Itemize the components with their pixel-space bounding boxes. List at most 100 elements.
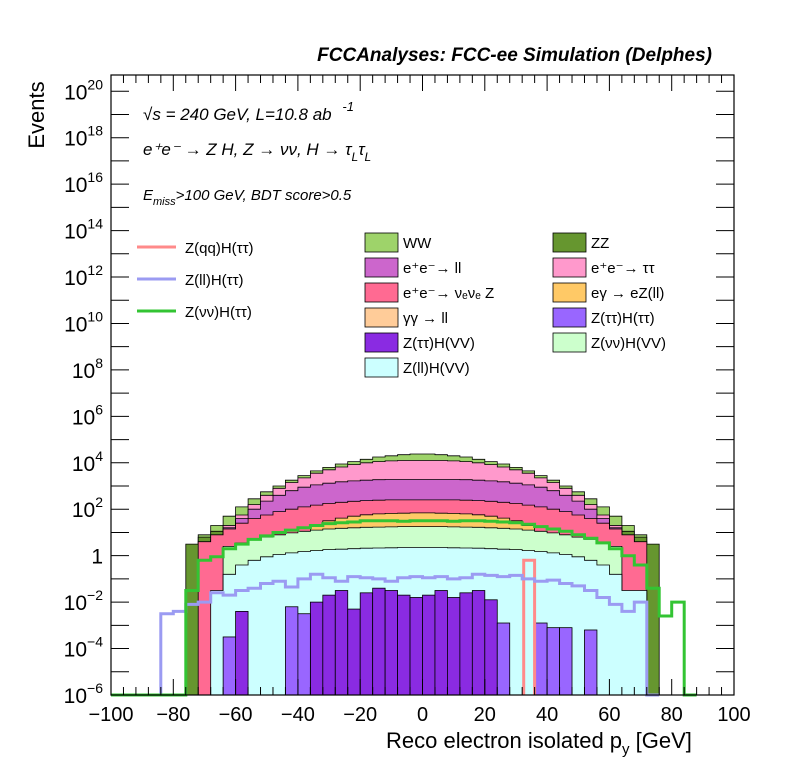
bar-z-tautau-h-tautau- — [559, 627, 573, 696]
y-tick-label: 1012 — [64, 262, 103, 290]
chart-title: FCCAnalyses: FCC-ee Simulation (Delphes) — [317, 45, 712, 66]
bar-z-tautau-h-tautau- — [584, 629, 598, 696]
bar-z-tautau-h-vv- — [384, 590, 398, 696]
bar-z-tautau-h-vv- — [309, 601, 324, 696]
y-tick-exponent: 2 — [95, 494, 103, 510]
bar-z-tautau-h-tautau- — [297, 613, 311, 696]
x-tick-label: 60 — [598, 704, 620, 726]
y-tick-exponent: 18 — [87, 123, 103, 139]
bar-z-tautau-h-vv- — [235, 611, 249, 696]
legend-label: ZZ — [591, 235, 609, 252]
legend-label: WW — [403, 235, 432, 252]
y-tick-exponent: 16 — [87, 169, 103, 185]
bar-z-tautau-h-vv- — [347, 608, 361, 696]
legend-label: eγ → eZ(ll) — [591, 285, 664, 302]
y-tick-base: 10 — [72, 360, 95, 383]
annotation-cuts-e: E — [143, 187, 154, 204]
y-tick-base: 10 — [64, 639, 87, 662]
bar-z-tautau-h-tautau- — [222, 636, 236, 696]
y-axis-label: Events — [24, 81, 49, 148]
y-tick-base: 10 — [64, 174, 87, 197]
y-tick-label: 1020 — [64, 76, 103, 104]
legend-swatch — [552, 332, 587, 353]
legend-label: Z(ττ)H(VV) — [403, 335, 475, 352]
y-tick-base: 10 — [72, 406, 95, 429]
y-tick-label: 102 — [72, 494, 103, 522]
x-tick-label: 100 — [717, 704, 750, 726]
bar-z-tautau-h-tautau- — [285, 606, 299, 696]
y-tick-exponent: −6 — [87, 680, 103, 696]
x-tick-label: −20 — [343, 704, 377, 726]
axis-ticks: −100 −80 −60 −40 −20 0 20 40 60 80 10010−610−410−2… — [64, 75, 751, 726]
bar-z-tautau-h-vv- — [409, 597, 423, 696]
y-tick-label: 10−6 — [64, 680, 104, 708]
legend-swatch — [552, 257, 587, 278]
bar-z-tautau-h-vv- — [459, 592, 473, 696]
legend-swatch — [552, 282, 587, 303]
y-tick-exponent: −4 — [87, 634, 103, 650]
legend: Z(qq)H(ττ) Z(ll)H(ττ) Z(νν)H(ττ) WW ZZ e⁺e⁻→ … — [137, 232, 666, 378]
bar-z-tautau-h-vv- — [322, 594, 336, 696]
annotation-process-sub1: L — [352, 150, 359, 164]
legend-swatch — [552, 307, 587, 328]
bar-z-tautau-h-tautau- — [546, 627, 560, 696]
y-tick-exponent: 6 — [95, 401, 103, 417]
annotation-sqrt-s: √s — [143, 105, 161, 124]
y-tick-exponent: 10 — [87, 308, 103, 324]
x-tick-label: −60 — [219, 704, 253, 726]
legend-label: e⁺e⁻→ ττ — [591, 260, 655, 277]
y-tick-label: 1014 — [64, 216, 103, 244]
annotation-lumi-exp: -1 — [342, 99, 354, 114]
y-tick-label: 1016 — [64, 169, 103, 197]
legend-label: Z(ll)H(ττ) — [185, 272, 244, 289]
legend-swatch — [364, 307, 399, 328]
y-tick-label: 104 — [72, 448, 103, 476]
bar-z-tautau-h-tautau- — [534, 622, 548, 696]
y-tick-label: 108 — [72, 355, 103, 383]
y-tick-base: 10 — [64, 128, 87, 151]
legend-label: e⁺e⁻→ νₑνₑ Z — [403, 285, 494, 302]
legend-swatch — [364, 357, 399, 378]
x-axis-label-sub: y — [622, 741, 630, 758]
annotation-energy-text: = 240 GeV, L=10.8 ab — [166, 105, 332, 124]
y-tick-base: 10 — [64, 221, 87, 244]
y-tick-base: 10 — [64, 81, 87, 104]
y-tick-exponent: 4 — [95, 448, 103, 464]
y-tick-base: 10 — [64, 267, 87, 290]
bar-z-tautau-h-vv- — [372, 587, 386, 696]
y-tick-exponent: 20 — [87, 76, 103, 92]
plot-area — [111, 453, 697, 697]
bar-z-tautau-h-vv- — [359, 592, 374, 696]
bar-z-tautau-h-vv- — [447, 597, 461, 696]
legend-label: Z(qq)H(ττ) — [185, 240, 254, 257]
bar-z-tautau-h-vv- — [434, 590, 448, 696]
x-tick-label: 80 — [661, 704, 683, 726]
bar-z-tautau-h-vv- — [397, 594, 411, 696]
line-z-qq-h-tautau- — [522, 558, 537, 695]
legend-label: γγ → ll — [403, 310, 448, 327]
y-tick-label: 1018 — [64, 123, 103, 151]
x-tick-label: 40 — [536, 704, 558, 726]
x-axis-label-unit: [GeV] — [630, 728, 692, 753]
y-tick-exponent: 8 — [95, 355, 103, 371]
x-tick-label: −100 — [88, 704, 133, 726]
y-tick-base: 10 — [64, 592, 87, 615]
annotation-process-text: e⁺e⁻ → Z H, Z → νν, H → τ — [143, 140, 353, 159]
y-tick-label: 10−2 — [64, 587, 104, 615]
annotation-process-tau2: τ — [358, 140, 366, 159]
annotation-cuts: Emiss>100 GeV, BDT score>0.5 — [143, 187, 352, 208]
y-tick-exponent: 14 — [87, 216, 103, 232]
line-z-nunu-h-tautau- — [111, 519, 697, 697]
x-tick-label: −80 — [156, 704, 190, 726]
bar-z-tautau-h-tautau- — [496, 622, 511, 696]
y-tick-exponent: 12 — [87, 262, 103, 278]
annotation-process: e⁺e⁻ → Z H, Z → νν, H → τLτL — [143, 140, 371, 164]
x-tick-label: 20 — [474, 704, 496, 726]
line-z-ll-h-tautau- — [111, 572, 660, 697]
legend-swatch — [552, 232, 587, 253]
legend-label: Z(νν)H(ττ) — [185, 304, 252, 321]
legend-swatch — [364, 232, 399, 253]
legend-swatch — [364, 282, 399, 303]
annotation-cuts-rest: >100 GeV, BDT score>0.5 — [176, 187, 352, 204]
